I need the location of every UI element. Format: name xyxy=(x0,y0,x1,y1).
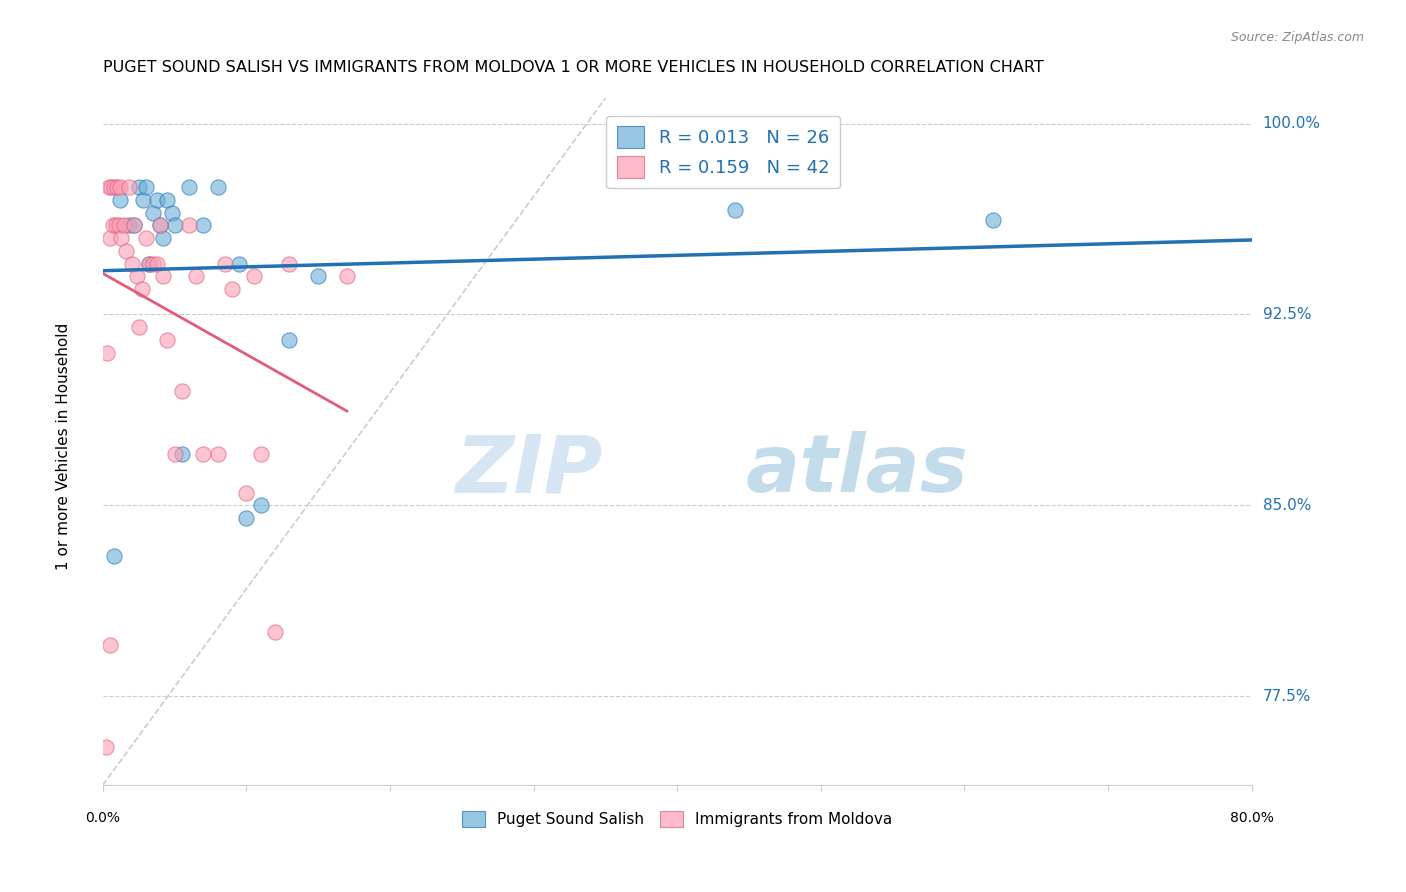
Point xyxy=(117,180,139,194)
Point xyxy=(138,256,160,270)
Point xyxy=(142,205,165,219)
Point xyxy=(108,193,131,207)
Point xyxy=(121,256,143,270)
Point xyxy=(100,180,122,194)
Point xyxy=(138,256,160,270)
Point xyxy=(163,447,186,461)
Text: 80.0%: 80.0% xyxy=(1230,811,1274,824)
Point xyxy=(108,180,131,194)
Point xyxy=(94,739,117,754)
Point xyxy=(135,180,157,194)
Point xyxy=(124,219,146,233)
Point xyxy=(249,447,271,461)
Point xyxy=(981,213,1004,227)
Point xyxy=(193,219,215,233)
Point xyxy=(170,384,193,398)
Point xyxy=(278,333,301,347)
Point xyxy=(98,638,121,652)
Point xyxy=(132,193,155,207)
Point xyxy=(117,219,139,233)
Point xyxy=(264,625,287,640)
Point xyxy=(336,269,359,284)
Point xyxy=(146,193,169,207)
Text: ZIP: ZIP xyxy=(456,431,603,509)
Point xyxy=(107,219,129,233)
Point xyxy=(103,549,125,563)
Point xyxy=(228,256,250,270)
Point xyxy=(101,219,124,233)
Point xyxy=(170,447,193,461)
Point xyxy=(110,231,132,245)
Point xyxy=(193,447,215,461)
Point xyxy=(152,231,174,245)
Point xyxy=(152,269,174,284)
Point xyxy=(307,269,329,284)
Text: PUGET SOUND SALISH VS IMMIGRANTS FROM MOLDOVA 1 OR MORE VEHICLES IN HOUSEHOLD CO: PUGET SOUND SALISH VS IMMIGRANTS FROM MO… xyxy=(103,60,1043,75)
Point xyxy=(207,447,229,461)
Point xyxy=(127,269,149,284)
Point xyxy=(135,231,157,245)
Point xyxy=(221,282,243,296)
Point xyxy=(156,193,179,207)
Point xyxy=(723,203,745,218)
Point xyxy=(160,205,183,219)
Point xyxy=(112,219,135,233)
Text: 100.0%: 100.0% xyxy=(1263,116,1320,131)
Point xyxy=(214,256,236,270)
Point xyxy=(186,269,208,284)
Point xyxy=(128,180,150,194)
Point xyxy=(177,180,200,194)
Point xyxy=(235,485,257,500)
Point xyxy=(98,231,121,245)
Text: 77.5%: 77.5% xyxy=(1263,689,1310,704)
Point xyxy=(124,219,146,233)
Point xyxy=(103,180,125,194)
Text: Source: ZipAtlas.com: Source: ZipAtlas.com xyxy=(1230,31,1364,45)
Point xyxy=(207,180,229,194)
Text: atlas: atlas xyxy=(747,431,969,509)
Point xyxy=(278,256,301,270)
Point xyxy=(149,219,172,233)
Point xyxy=(149,219,172,233)
Point xyxy=(97,180,120,194)
Point xyxy=(96,345,118,359)
Legend: Puget Sound Salish, Immigrants from Moldova: Puget Sound Salish, Immigrants from Mold… xyxy=(456,805,898,833)
Point xyxy=(177,219,200,233)
Text: 92.5%: 92.5% xyxy=(1263,307,1312,322)
Point xyxy=(249,498,271,512)
Point xyxy=(146,256,169,270)
Point xyxy=(105,180,128,194)
Point xyxy=(156,333,179,347)
Point xyxy=(242,269,264,284)
Point xyxy=(114,244,136,258)
Point xyxy=(235,511,257,525)
Text: 85.0%: 85.0% xyxy=(1263,498,1310,513)
Point xyxy=(104,219,127,233)
Point xyxy=(142,256,165,270)
Point xyxy=(131,282,153,296)
Point xyxy=(163,219,186,233)
Point xyxy=(128,320,150,334)
Text: 0.0%: 0.0% xyxy=(86,811,121,824)
Text: 1 or more Vehicles in Household: 1 or more Vehicles in Household xyxy=(56,322,70,570)
